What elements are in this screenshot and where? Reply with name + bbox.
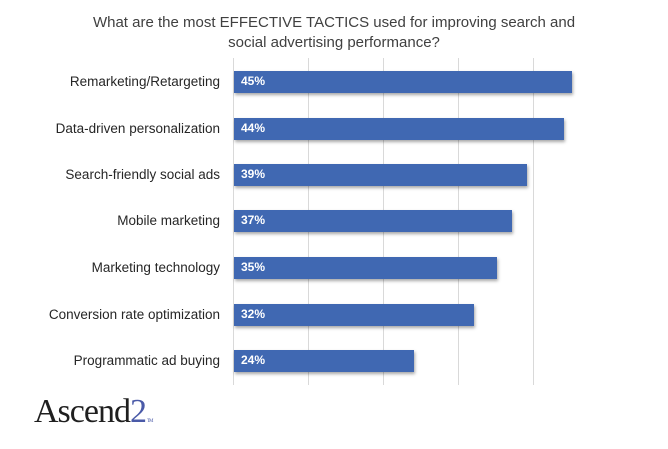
bar-value-label: 44% <box>241 121 266 135</box>
category-label: Remarketing/Retargeting <box>69 74 220 89</box>
bar-value-label: 24% <box>241 353 266 367</box>
bar-value-label: 39% <box>241 167 266 181</box>
logo-text: Ascend <box>34 393 131 430</box>
category-label: Conversion rate optimization <box>48 307 220 322</box>
gridline <box>233 58 234 385</box>
category-label: Programmatic ad buying <box>73 353 220 368</box>
gridline <box>533 58 534 385</box>
bar: 37% <box>234 210 512 232</box>
bar: 32% <box>234 304 474 326</box>
bar: 44% <box>234 118 564 140</box>
bar-value-label: 37% <box>241 213 266 227</box>
trademark-mark: TM <box>146 419 153 424</box>
chart-title: What are the most EFFECTIVE TACTICS used… <box>60 13 608 53</box>
category-label: Search-friendly social ads <box>65 167 220 182</box>
chart-title-line-1: What are the most EFFECTIVE TACTICS used… <box>92 14 576 31</box>
bar: 24% <box>234 350 414 372</box>
bar: 35% <box>234 257 497 279</box>
category-label: Data-driven personalization <box>55 121 220 136</box>
logo-accent: 2 <box>129 393 147 430</box>
bar-value-label: 32% <box>241 307 266 321</box>
bar: 45% <box>234 71 572 93</box>
ascend2-logo: Ascend2TM <box>34 393 153 431</box>
bar-value-label: 45% <box>241 74 266 88</box>
category-label: Marketing technology <box>91 260 220 275</box>
bar: 39% <box>234 164 527 186</box>
bar-value-label: 35% <box>241 260 266 274</box>
category-label: Mobile marketing <box>117 213 220 228</box>
chart-title-line-2: social advertising performance? <box>228 34 440 51</box>
